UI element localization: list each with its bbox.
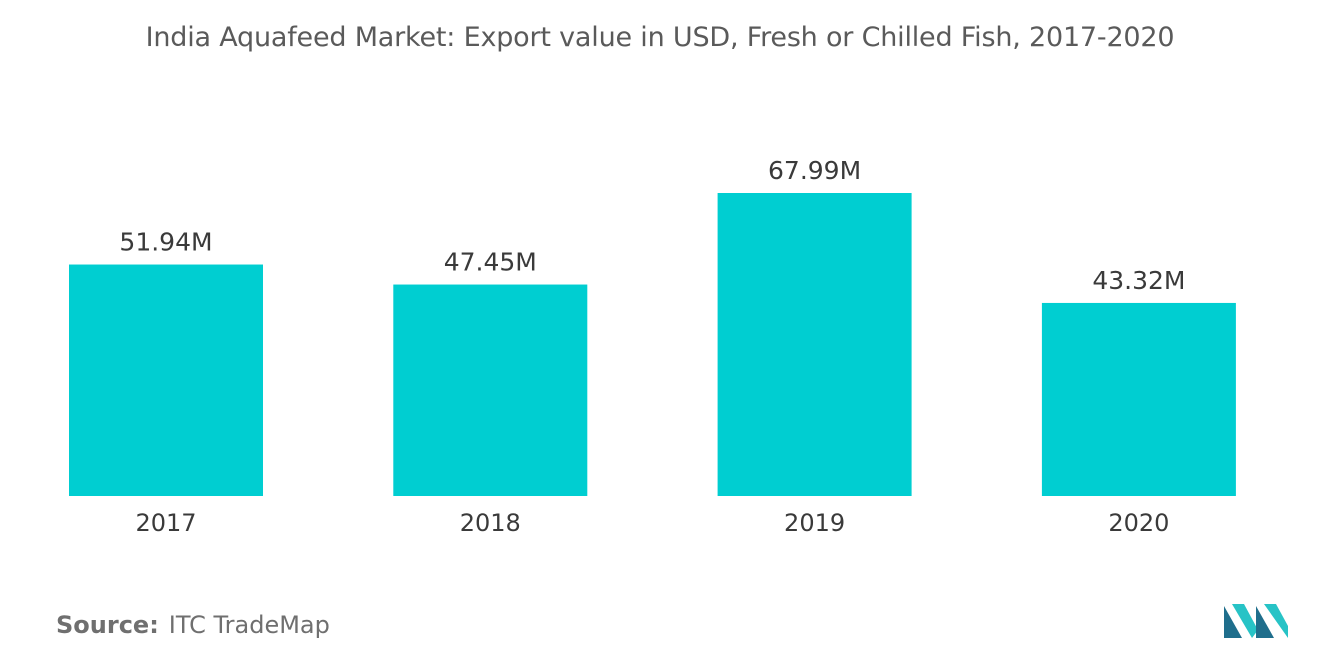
data-label-2017: 51.94M	[119, 228, 212, 257]
bars-group	[69, 193, 1236, 496]
category-label-2017: 2017	[135, 509, 196, 537]
source-text: ITC TradeMap	[168, 611, 330, 639]
bar-2017	[69, 264, 263, 496]
data-label-2018: 47.45M	[444, 248, 537, 277]
bar-2020	[1041, 302, 1236, 496]
category-labels-group: 2017 2018 2019 2020	[135, 509, 1169, 537]
category-label-2018: 2018	[460, 509, 521, 537]
category-label-2019: 2019	[784, 509, 845, 537]
chart-title: India Aquafeed Market: Export value in U…	[145, 22, 1175, 53]
data-label-2019: 67.99M	[768, 156, 861, 185]
mordor-intelligence-logo-icon	[1224, 604, 1288, 638]
bar-2018	[393, 284, 588, 496]
category-label-2020: 2020	[1108, 509, 1169, 537]
source-note: Source: ITC TradeMap	[56, 611, 330, 639]
bar-2019	[717, 193, 912, 496]
value-labels-group: 51.94M 47.45M 67.99M 43.32M	[119, 156, 1185, 295]
data-label-2020: 43.32M	[1092, 266, 1185, 295]
source-label: Source:	[56, 611, 159, 639]
